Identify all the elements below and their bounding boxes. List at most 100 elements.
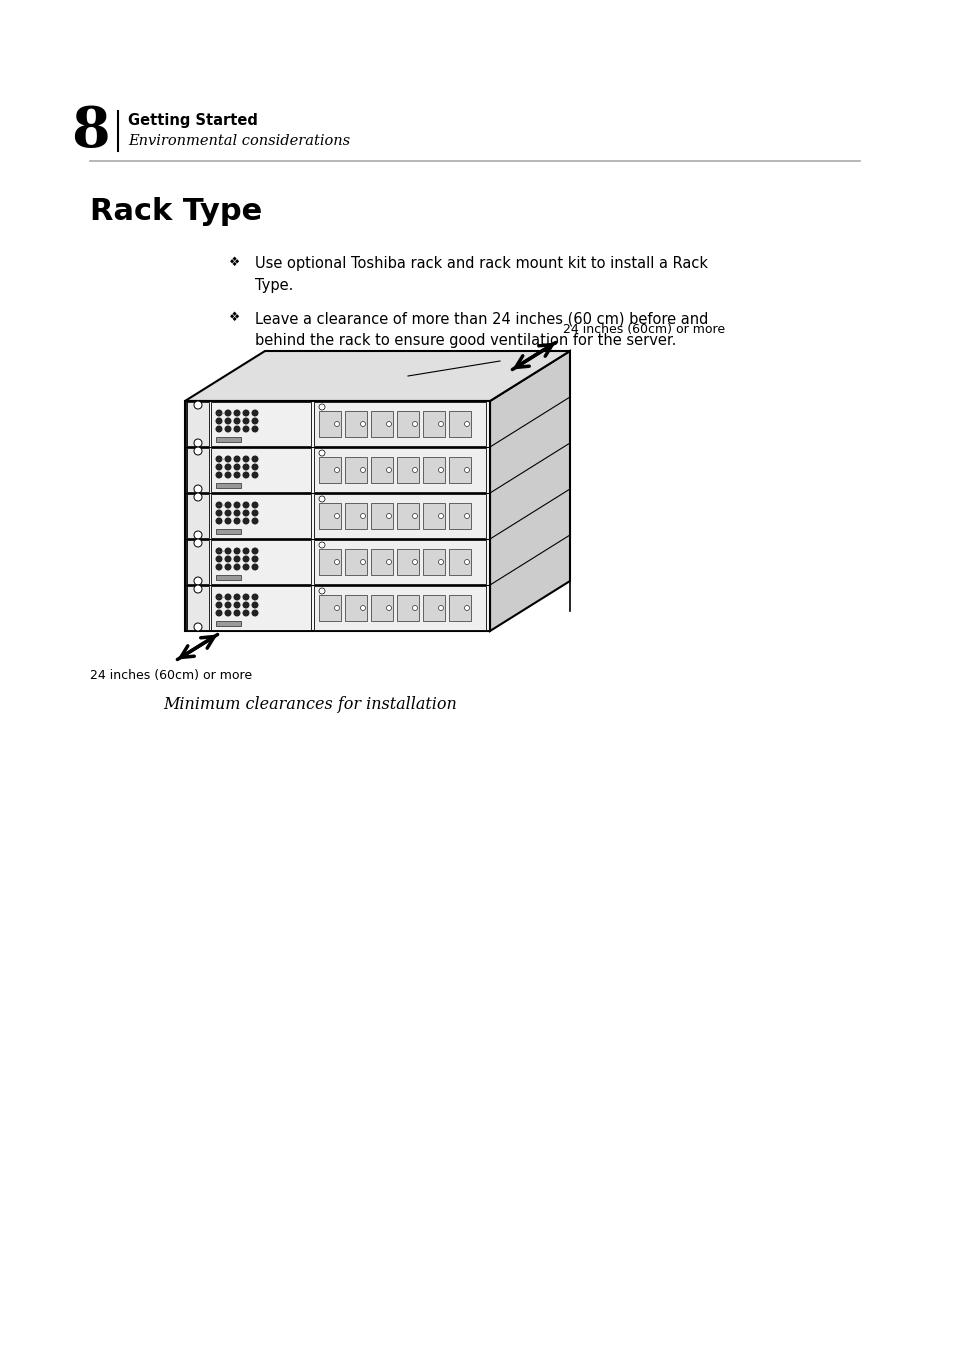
Text: Minimum clearances for installation: Minimum clearances for installation bbox=[163, 696, 456, 713]
Circle shape bbox=[243, 457, 249, 462]
Text: Rack Type: Rack Type bbox=[90, 196, 262, 226]
Text: 24 inches (60cm) or more: 24 inches (60cm) or more bbox=[562, 323, 724, 336]
Circle shape bbox=[318, 496, 325, 503]
Polygon shape bbox=[318, 458, 340, 482]
Circle shape bbox=[252, 549, 257, 554]
Text: ❖: ❖ bbox=[229, 255, 240, 269]
Circle shape bbox=[243, 594, 249, 600]
Polygon shape bbox=[187, 586, 209, 630]
Text: ....: .... bbox=[215, 455, 225, 461]
Polygon shape bbox=[345, 550, 367, 574]
Circle shape bbox=[233, 565, 239, 570]
Circle shape bbox=[252, 465, 257, 470]
Circle shape bbox=[233, 419, 239, 424]
Circle shape bbox=[464, 467, 469, 473]
Circle shape bbox=[225, 419, 231, 424]
Circle shape bbox=[335, 605, 339, 611]
Circle shape bbox=[243, 465, 249, 470]
Circle shape bbox=[360, 513, 365, 519]
Circle shape bbox=[225, 519, 231, 524]
Circle shape bbox=[335, 513, 339, 519]
Circle shape bbox=[216, 465, 221, 470]
Polygon shape bbox=[318, 596, 340, 620]
Text: ....: .... bbox=[215, 547, 225, 553]
Text: Environmental considerations: Environmental considerations bbox=[128, 134, 350, 149]
Circle shape bbox=[386, 467, 391, 473]
Text: 8: 8 bbox=[71, 104, 110, 158]
Polygon shape bbox=[396, 458, 418, 482]
Circle shape bbox=[464, 422, 469, 427]
Polygon shape bbox=[490, 351, 569, 631]
Text: ....: .... bbox=[215, 593, 225, 598]
Circle shape bbox=[233, 426, 239, 432]
Circle shape bbox=[216, 419, 221, 424]
Circle shape bbox=[318, 542, 325, 549]
Circle shape bbox=[464, 605, 469, 611]
Polygon shape bbox=[211, 540, 311, 584]
Polygon shape bbox=[449, 550, 471, 574]
Circle shape bbox=[243, 473, 249, 478]
Circle shape bbox=[225, 611, 231, 616]
Text: 24 inches (60cm) or more: 24 inches (60cm) or more bbox=[90, 669, 252, 682]
Circle shape bbox=[216, 594, 221, 600]
Circle shape bbox=[243, 426, 249, 432]
Circle shape bbox=[216, 503, 221, 508]
Polygon shape bbox=[318, 411, 340, 436]
Circle shape bbox=[252, 611, 257, 616]
Circle shape bbox=[335, 467, 339, 473]
Circle shape bbox=[233, 549, 239, 554]
Circle shape bbox=[252, 411, 257, 416]
Circle shape bbox=[233, 603, 239, 608]
Circle shape bbox=[216, 473, 221, 478]
Circle shape bbox=[386, 559, 391, 565]
Circle shape bbox=[193, 447, 202, 455]
Circle shape bbox=[216, 519, 221, 524]
Circle shape bbox=[243, 557, 249, 562]
Circle shape bbox=[318, 588, 325, 594]
Polygon shape bbox=[211, 449, 311, 492]
Circle shape bbox=[318, 450, 325, 457]
Circle shape bbox=[225, 465, 231, 470]
Circle shape bbox=[193, 531, 202, 539]
Polygon shape bbox=[187, 540, 209, 584]
Circle shape bbox=[233, 411, 239, 416]
Polygon shape bbox=[211, 494, 311, 538]
Bar bbox=[215, 484, 241, 488]
Circle shape bbox=[193, 493, 202, 501]
Polygon shape bbox=[314, 540, 485, 584]
Circle shape bbox=[252, 419, 257, 424]
Circle shape bbox=[438, 467, 443, 473]
Bar bbox=[215, 436, 241, 442]
Circle shape bbox=[318, 404, 325, 409]
Text: ....: .... bbox=[215, 409, 225, 415]
Circle shape bbox=[225, 473, 231, 478]
Circle shape bbox=[216, 549, 221, 554]
Polygon shape bbox=[314, 449, 485, 492]
Circle shape bbox=[225, 594, 231, 600]
Circle shape bbox=[216, 426, 221, 432]
Circle shape bbox=[233, 457, 239, 462]
Polygon shape bbox=[345, 411, 367, 436]
Text: Use optional Toshiba rack and rack mount kit to install a Rack
Type.: Use optional Toshiba rack and rack mount… bbox=[254, 255, 707, 293]
Circle shape bbox=[464, 559, 469, 565]
Polygon shape bbox=[185, 351, 569, 401]
Polygon shape bbox=[449, 458, 471, 482]
Circle shape bbox=[438, 422, 443, 427]
Polygon shape bbox=[314, 403, 485, 446]
Circle shape bbox=[233, 611, 239, 616]
Polygon shape bbox=[396, 596, 418, 620]
Circle shape bbox=[360, 559, 365, 565]
Circle shape bbox=[233, 511, 239, 516]
Text: Leave a clearance of more than 24 inches (60 cm) before and
behind the rack to e: Leave a clearance of more than 24 inches… bbox=[254, 311, 708, 349]
Circle shape bbox=[386, 605, 391, 611]
Circle shape bbox=[225, 503, 231, 508]
Circle shape bbox=[438, 513, 443, 519]
Circle shape bbox=[216, 565, 221, 570]
Circle shape bbox=[438, 605, 443, 611]
Circle shape bbox=[252, 457, 257, 462]
Circle shape bbox=[243, 611, 249, 616]
Circle shape bbox=[233, 503, 239, 508]
Circle shape bbox=[252, 603, 257, 608]
Polygon shape bbox=[187, 403, 209, 446]
Polygon shape bbox=[371, 504, 393, 528]
